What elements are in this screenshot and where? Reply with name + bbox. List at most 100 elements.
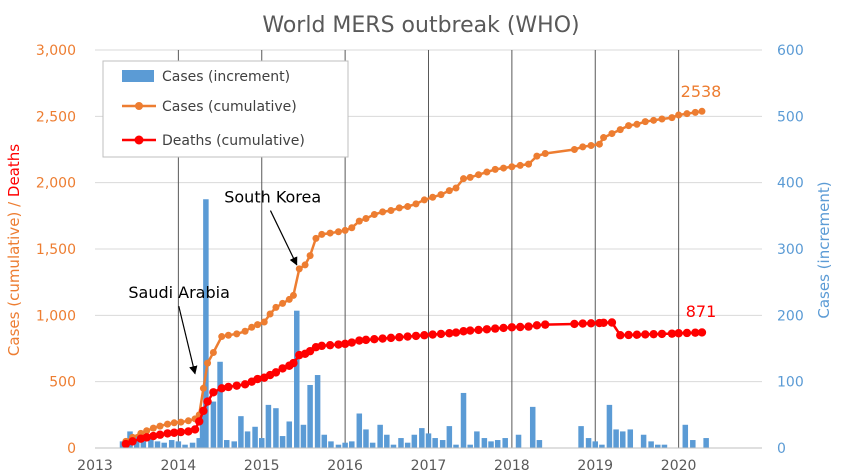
cumulative-point [289,291,297,299]
increment-bar [488,441,494,448]
cumulative-point [177,418,185,426]
cumulative-point [295,265,303,273]
increment-bar [460,392,467,448]
deaths-point [445,329,454,338]
deaths-point [428,330,437,339]
x-tick-label: 2018 [494,458,530,474]
legend-swatch-increment [122,70,154,82]
x-tick-label: 2017 [411,458,447,474]
deaths-point [378,334,387,343]
legend-marker-deaths [134,135,144,145]
deaths-point [599,318,608,327]
cumulative-point [668,114,676,122]
increment-bar [690,440,696,448]
cumulative-point [279,299,287,307]
legend-label-cumulative: Cases (cumulative) [162,99,297,115]
annotations: Saudi Arabia South Korea [128,188,321,375]
cumulative-point [420,196,428,204]
deaths-point [499,323,508,333]
deaths-point [436,329,446,339]
cumulative-point [312,234,320,242]
annotation-label: South Korea [224,188,321,207]
deaths-point [370,335,379,344]
y-right-tick-label: 0 [777,441,786,457]
deaths-point [532,321,542,330]
cumulative-point [691,108,699,116]
increment-bar [411,434,418,448]
cumulative-point [508,163,516,171]
increment-bar [223,440,230,448]
cumulative-point [233,330,241,338]
cumulative-point [437,191,445,199]
increment-bar [661,444,668,448]
deaths-point [607,318,617,327]
increment-bar [203,199,209,448]
deaths-point [163,429,172,438]
increment-bar [314,375,321,448]
cumulative-point [579,143,587,151]
increment-bar [398,438,404,448]
increment-bar [196,438,202,448]
y-right-tick-label: 300 [777,242,804,258]
increment-bar [640,434,647,448]
increment-bar [648,441,654,448]
deaths-point [691,328,700,337]
increment-bar [238,416,244,448]
x-tick-label: 2015 [244,458,280,474]
deaths-point [570,319,579,329]
increment-bar [377,424,383,448]
deaths-point [253,374,262,384]
deaths-point [232,381,241,390]
increment-bar [356,413,363,448]
increment-bar [703,438,709,448]
legend-label-deaths: Deaths (cumulative) [162,133,305,149]
annotation-arrow [269,210,298,266]
x-tick-label: 2013 [77,458,113,474]
cumulative-point [633,120,641,128]
deaths-point [142,433,151,442]
cumulative-point [675,111,683,119]
deaths-point [155,430,165,439]
increment-bar [286,421,293,448]
deaths-point [289,358,298,368]
cumulative-point [272,303,280,311]
increment-bar [210,401,217,448]
cumulative-point [475,171,483,179]
cumulative-point [533,152,541,160]
legend-label-increment: Cases (increment) [162,69,290,85]
cumulative-point [387,207,395,215]
cumulative-point [170,419,178,427]
cumulative-point [650,116,658,124]
increment-bar [335,444,342,448]
deaths-point [616,331,625,340]
increment-bar [363,429,369,448]
cumulative-point [326,229,334,237]
deaths-point [199,406,208,416]
cumulative-point [199,384,207,392]
y-right-tick-label: 600 [777,43,804,59]
cumulative-point [156,422,164,430]
cumulative-point [149,424,157,432]
chart-title: World MERS outbreak (WHO) [262,13,579,38]
deaths-point [657,329,667,339]
increment-bar [154,441,161,448]
cumulative-point [306,252,314,260]
deaths-point [217,384,226,393]
y-axis-right-label: Cases (increment) [815,181,833,318]
increment-bar [182,444,188,448]
increment-bar [321,434,328,448]
deaths-point [524,322,533,331]
cumulative-point [429,193,437,201]
cumulative-point [143,427,151,435]
deaths-point [128,437,137,446]
cumulative-point [204,359,212,367]
increment-bar [585,438,592,448]
deaths-point [667,329,677,338]
cumulative-point [334,228,342,236]
annotation-arrow [178,305,198,375]
y-left-tick-label: 500 [49,375,76,391]
deaths-point [240,380,250,389]
cumulative-point [412,200,420,208]
cumulative-point [224,331,232,339]
